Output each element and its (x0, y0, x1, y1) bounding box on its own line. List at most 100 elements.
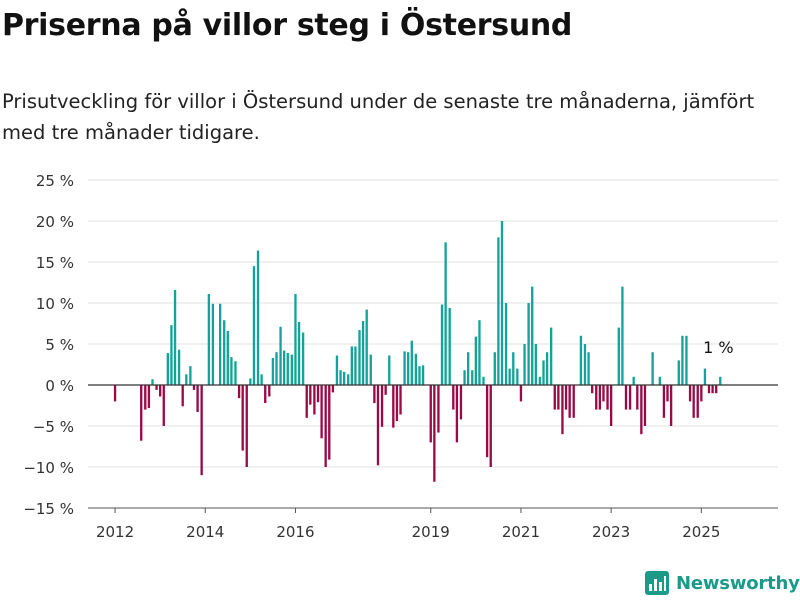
bar (512, 352, 515, 385)
x-tick-label: 2019 (412, 523, 450, 541)
bar (696, 385, 699, 418)
y-tick-label: −5 % (33, 418, 74, 436)
bar (113, 385, 117, 402)
bar (316, 385, 320, 403)
bar (200, 385, 203, 476)
bar (418, 366, 421, 385)
bar (606, 385, 609, 410)
bar (297, 321, 301, 385)
y-tick-label: 15 % (36, 254, 74, 272)
bar (459, 385, 463, 420)
y-tick-label: 25 % (36, 172, 74, 190)
bar (497, 237, 500, 385)
bar (692, 385, 695, 418)
bar (715, 385, 718, 394)
bar (410, 340, 413, 385)
bar (523, 344, 526, 385)
bar (388, 355, 391, 385)
bar (407, 352, 410, 385)
bar (474, 336, 478, 385)
bar (591, 385, 594, 394)
bar (241, 385, 244, 451)
bar (192, 385, 196, 390)
bar (455, 385, 459, 443)
latest-value-annotation: 1 % (703, 338, 733, 357)
bar (711, 385, 714, 394)
bar (252, 266, 256, 385)
bar (545, 352, 549, 385)
bar (719, 376, 722, 385)
bar (283, 350, 286, 385)
bar (342, 371, 346, 385)
bar (437, 385, 440, 433)
bar (489, 385, 492, 467)
bar (681, 335, 684, 385)
bar (234, 361, 237, 385)
bar (564, 385, 568, 410)
bar (662, 385, 666, 418)
bar (572, 385, 575, 418)
bar (471, 370, 474, 385)
bar (158, 385, 162, 397)
bar (196, 385, 199, 413)
y-tick-label: 10 % (36, 295, 74, 313)
bar (173, 289, 177, 385)
bar (256, 250, 260, 385)
bar (568, 385, 571, 418)
bar (151, 379, 154, 385)
bar (373, 385, 376, 404)
bar (354, 346, 357, 385)
bar (279, 326, 282, 385)
bar (463, 370, 466, 385)
x-tick-label: 2014 (186, 523, 224, 541)
bar (669, 385, 673, 426)
y-tick-label: −10 % (23, 459, 74, 477)
bar (504, 303, 508, 385)
bar (313, 385, 316, 415)
bar (636, 385, 639, 410)
newsworthy-logo[interactable]: Newsworthy (644, 570, 800, 596)
bar (666, 385, 669, 402)
newsworthy-logo-icon (645, 571, 669, 595)
bar-chart: −15 % −10 % −5 % 0 % 5 % 10 % 15 % 20 % 25 % 2012… (23, 172, 778, 541)
bar (658, 376, 662, 385)
bar (557, 385, 560, 410)
bar (249, 378, 252, 385)
bar (350, 346, 353, 385)
bar (347, 374, 350, 385)
y-tick-label: −15 % (23, 500, 74, 518)
bar (162, 385, 165, 426)
bar (294, 293, 297, 385)
bar (268, 385, 271, 397)
x-tick-label: 2025 (682, 523, 720, 541)
bar (271, 357, 275, 385)
bar (290, 354, 294, 385)
bar (500, 221, 504, 385)
bar (478, 320, 481, 385)
bar (384, 385, 387, 395)
bar (245, 385, 248, 467)
bar (324, 385, 327, 467)
bar (628, 385, 632, 410)
bar (275, 352, 278, 385)
bar (301, 332, 305, 385)
bar (144, 385, 147, 410)
bar (561, 385, 564, 435)
bar (508, 368, 511, 385)
bar (651, 352, 654, 385)
bar (399, 385, 402, 415)
bar (579, 335, 583, 385)
bar (166, 353, 169, 385)
bar (320, 385, 323, 439)
bar (218, 303, 222, 385)
bar (230, 357, 233, 385)
bar (444, 242, 447, 385)
bar (328, 385, 331, 460)
bar (640, 385, 643, 435)
bar (286, 353, 289, 385)
y-tick-label: 20 % (36, 213, 74, 231)
bar (403, 351, 406, 385)
bar (361, 321, 365, 385)
bar (339, 370, 342, 385)
x-tick-label: 2012 (96, 523, 134, 541)
